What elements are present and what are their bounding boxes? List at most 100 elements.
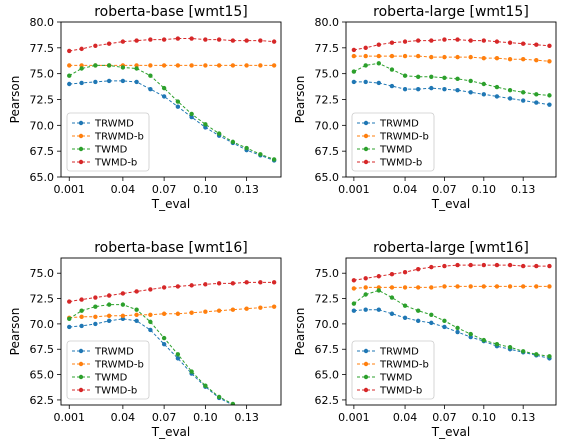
subplot-4: roberta-large [wmt16] 0.001 0.04 0.07 0.10 0.… bbox=[293, 240, 557, 439]
y-tick-label: 62.5 bbox=[315, 394, 340, 407]
y-tick-label: 67.5 bbox=[315, 343, 340, 356]
data-point bbox=[507, 96, 513, 101]
legend-marker bbox=[78, 361, 84, 367]
legend-marker bbox=[78, 374, 84, 380]
legend-label: TRWMD bbox=[94, 347, 134, 358]
legend-label: TRWMD bbox=[379, 119, 419, 130]
data-point bbox=[389, 295, 395, 300]
data-point bbox=[230, 38, 236, 43]
data-point bbox=[161, 335, 167, 341]
legend-label: TRWMD bbox=[94, 119, 134, 130]
data-point bbox=[106, 293, 112, 298]
data-point bbox=[494, 94, 500, 99]
data-point bbox=[481, 337, 487, 343]
data-point bbox=[402, 73, 408, 78]
data-point bbox=[271, 304, 277, 309]
data-point bbox=[402, 285, 408, 290]
y-tick-label: 72.5 bbox=[315, 94, 340, 107]
data-point bbox=[415, 38, 421, 43]
data-point bbox=[363, 276, 368, 281]
x-tick-label: 0.07 bbox=[152, 183, 177, 196]
data-point bbox=[203, 383, 208, 388]
data-point bbox=[455, 325, 460, 331]
data-point bbox=[175, 99, 181, 104]
data-point bbox=[507, 262, 513, 268]
data-point bbox=[520, 263, 526, 269]
data-point bbox=[106, 78, 112, 84]
data-point bbox=[389, 311, 395, 316]
data-point bbox=[534, 284, 539, 289]
data-point bbox=[175, 352, 181, 357]
data-point bbox=[547, 284, 552, 289]
y-tick-label: 77.5 bbox=[30, 42, 55, 55]
x-tick-label: 0.07 bbox=[432, 183, 457, 196]
data-point bbox=[79, 63, 84, 68]
x-tick-label: 0.13 bbox=[511, 183, 536, 196]
data-point bbox=[520, 349, 526, 354]
y-tick-label: 77.5 bbox=[315, 42, 340, 55]
data-point bbox=[161, 311, 167, 316]
data-point bbox=[67, 324, 72, 330]
data-point bbox=[455, 54, 460, 60]
data-point bbox=[93, 321, 98, 327]
data-point bbox=[442, 318, 447, 324]
data-point bbox=[455, 262, 460, 268]
x-axis-label: T_eval bbox=[431, 425, 471, 439]
data-point bbox=[67, 81, 72, 87]
series-line-twmd bbox=[68, 304, 237, 405]
data-point bbox=[429, 320, 434, 326]
legend-marker bbox=[363, 361, 369, 367]
data-point bbox=[389, 285, 395, 290]
data-point bbox=[161, 37, 167, 42]
x-tick-label: 0.13 bbox=[234, 183, 259, 196]
data-point bbox=[415, 53, 421, 59]
data-point bbox=[175, 311, 181, 316]
data-point bbox=[203, 63, 208, 68]
legend-marker bbox=[78, 159, 84, 165]
data-point bbox=[376, 61, 382, 66]
y-tick-label: 80.0 bbox=[315, 16, 340, 29]
legend-marker bbox=[363, 133, 369, 139]
legend: TRWMD TRWMD-b TWMD TWMD-b bbox=[66, 340, 150, 400]
data-point bbox=[547, 43, 552, 48]
data-point bbox=[376, 288, 382, 293]
series-line-twmd bbox=[353, 289, 550, 357]
data-point bbox=[134, 63, 139, 68]
legend-label: TRWMD-b bbox=[379, 360, 429, 371]
data-point bbox=[442, 75, 447, 81]
x-tick-label: 0.13 bbox=[511, 411, 536, 424]
y-tick-label: 72.5 bbox=[30, 94, 55, 107]
data-point bbox=[468, 331, 473, 337]
legend-marker bbox=[363, 146, 369, 152]
data-point bbox=[494, 55, 500, 61]
y-tick-label: 62.5 bbox=[30, 394, 55, 407]
x-tick-label: 0.10 bbox=[193, 411, 218, 424]
data-point bbox=[455, 329, 460, 335]
data-point bbox=[148, 327, 153, 333]
data-point bbox=[455, 88, 460, 93]
legend: TRWMD TRWMD-b TWMD TWMD-b bbox=[351, 112, 435, 172]
data-point bbox=[376, 285, 382, 290]
data-point bbox=[376, 80, 382, 86]
plot-area bbox=[67, 36, 277, 163]
legend-marker bbox=[78, 387, 84, 393]
data-point bbox=[161, 285, 167, 290]
data-point bbox=[389, 53, 395, 59]
data-point bbox=[134, 66, 139, 71]
y-tick-label: 67.5 bbox=[30, 343, 55, 356]
data-point bbox=[175, 104, 181, 109]
data-point bbox=[376, 274, 382, 279]
series-line-twmd-b bbox=[69, 281, 275, 303]
data-point bbox=[415, 86, 421, 92]
series-line-twmd bbox=[353, 62, 550, 96]
data-point bbox=[389, 83, 395, 89]
data-point bbox=[429, 312, 434, 317]
legend-marker bbox=[78, 120, 84, 126]
data-point bbox=[106, 318, 112, 324]
data-point bbox=[148, 86, 153, 92]
data-point bbox=[351, 308, 357, 313]
data-point bbox=[520, 90, 526, 95]
legend-label: TRWMD-b bbox=[379, 132, 429, 143]
series-line-trwmd-b bbox=[69, 306, 275, 319]
